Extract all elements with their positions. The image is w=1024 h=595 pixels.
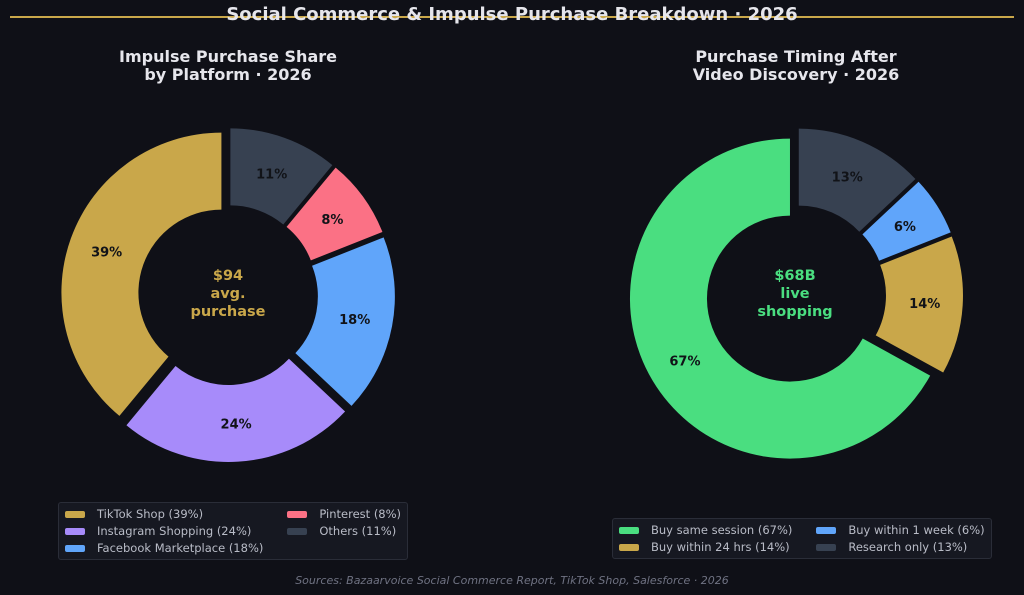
donut-slice-instagram-shopping — [126, 358, 346, 462]
legend-label: Facebook Marketplace (18%) — [97, 541, 264, 555]
left-center-line-1: $94 — [212, 268, 244, 284]
right-center-line-3: shopping — [757, 304, 833, 320]
legend-item: Research only (13%) — [816, 539, 984, 555]
left-center-line-2: avg. — [210, 286, 246, 302]
slice-percent-label: 24% — [221, 418, 252, 433]
right-legend: Buy same session (67%) Buy within 24 hrs … — [612, 518, 992, 559]
legend-swatch — [619, 526, 639, 534]
slice-percent-label: 18% — [339, 313, 370, 328]
legend-item: Buy within 1 week (6%) — [816, 522, 985, 538]
left-chart-title-line-2: by Platform · 2026 — [144, 65, 312, 84]
donut-slice-research-only — [798, 128, 916, 232]
legend-label: Buy within 1 week (6%) — [848, 523, 985, 537]
donut-slice-others — [230, 128, 333, 225]
legend-item: Buy within 24 hrs (14%) — [619, 539, 792, 555]
legend-swatch — [65, 510, 85, 518]
slice-percent-label: 13% — [832, 171, 863, 186]
legend-swatch — [619, 543, 639, 551]
legend-item: Buy same session (67%) — [619, 522, 792, 538]
slice-percent-label: 39% — [91, 245, 122, 260]
source-note: Sources: Bazaarvoice Social Commerce Rep… — [295, 574, 729, 587]
slice-percent-label: 67% — [669, 355, 700, 370]
slice-percent-label: 8% — [321, 213, 343, 228]
legend-item: Pinterest (8%) — [287, 506, 401, 522]
right-center-line-2: live — [780, 286, 810, 302]
legend-swatch — [816, 526, 837, 534]
right-chart-title-line-1: Purchase Timing After — [695, 47, 897, 66]
legend-swatch — [65, 527, 85, 535]
slice-percent-label: 6% — [894, 220, 916, 235]
donut-slice-buy-within-24-hrs — [875, 236, 963, 373]
right-center-line-1: $68B — [774, 268, 816, 284]
legend-label: TikTok Shop (39%) — [97, 507, 204, 521]
legend-label: Buy same session (67%) — [651, 523, 793, 537]
legend-label: Pinterest (8%) — [319, 507, 402, 521]
right-chart-title: Purchase Timing After Video Discovery · … — [646, 48, 946, 84]
donut-slice-buy-same-session — [629, 138, 931, 459]
legend-swatch — [816, 543, 837, 551]
donut-slice-tiktok-shop — [61, 132, 222, 416]
donut-slice-pinterest — [286, 167, 383, 261]
main-title: Social Commerce & Impulse Purchase Break… — [226, 4, 798, 25]
left-center-line-3: purchase — [190, 304, 266, 320]
left-legend: TikTok Shop (39%) Instagram Shopping (24%… — [58, 502, 409, 560]
legend-item: TikTok Shop (39%) — [65, 506, 263, 522]
right-donut-chart: 67% 14% 6% 13% — [629, 128, 963, 459]
right-center-label: $68B live shopping — [735, 267, 855, 321]
legend-label: Instagram Shopping (24%) — [97, 524, 252, 538]
legend-label: Research only (13%) — [848, 540, 968, 554]
left-chart-title-line-1: Impulse Purchase Share — [119, 47, 337, 66]
legend-item: Facebook Marketplace (18%) — [65, 540, 263, 556]
legend-swatch — [287, 527, 308, 535]
right-chart-title-line-2: Video Discovery · 2026 — [692, 65, 900, 84]
title-rule — [10, 16, 1014, 18]
legend-swatch — [65, 544, 85, 552]
donut-slice-facebook-marketplace — [295, 237, 395, 406]
legend-label: Others (11%) — [319, 524, 397, 538]
slice-percent-label: 14% — [909, 297, 940, 312]
slice-percent-label: 11% — [256, 168, 287, 183]
left-center-label: $94 avg. purchase — [168, 267, 288, 321]
left-chart-title: Impulse Purchase Share by Platform · 202… — [78, 48, 378, 84]
legend-item: Others (11%) — [287, 523, 401, 539]
legend-label: Buy within 24 hrs (14%) — [651, 540, 790, 554]
left-donut-chart: 39% 24% 18% 8% 11% — [61, 128, 395, 462]
donut-slice-buy-within-1-week — [862, 181, 951, 261]
legend-item: Instagram Shopping (24%) — [65, 523, 263, 539]
legend-swatch — [287, 510, 308, 518]
